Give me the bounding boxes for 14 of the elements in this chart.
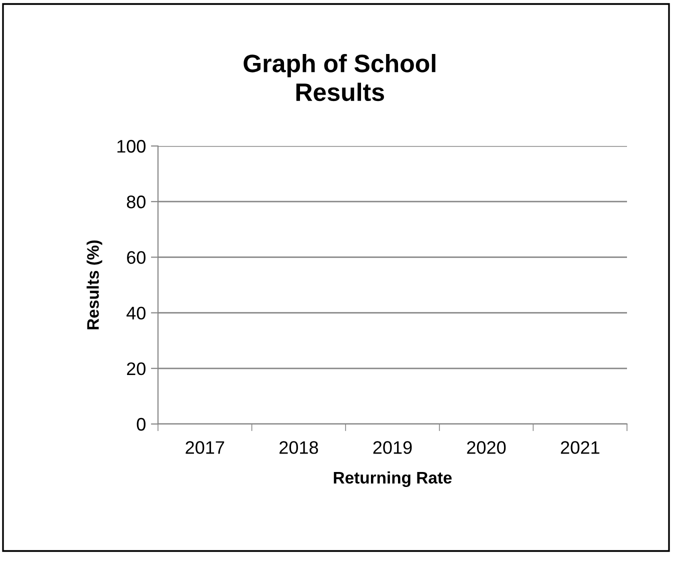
chart-title: Graph of School Results — [244, 54, 436, 102]
y-tick-label: 20 — [127, 362, 146, 376]
x-tick-label: 2018 — [280, 441, 318, 454]
x-tick-label: 2020 — [467, 441, 506, 454]
y-tick-label: 0 — [136, 418, 146, 431]
y-tick-label: 80 — [126, 196, 146, 208]
x-tick-label: 2021 — [560, 441, 600, 454]
y-tick-label: 60 — [127, 251, 146, 264]
y-axis-title: Results (%) — [86, 240, 102, 330]
y-tick-label: 40 — [126, 306, 146, 320]
y-tick-label: 100 — [117, 140, 146, 153]
x-tick-label: 2019 — [373, 441, 412, 454]
x-axis-title: Returning Rate — [334, 471, 452, 487]
x-tick-label: 2017 — [186, 441, 224, 454]
